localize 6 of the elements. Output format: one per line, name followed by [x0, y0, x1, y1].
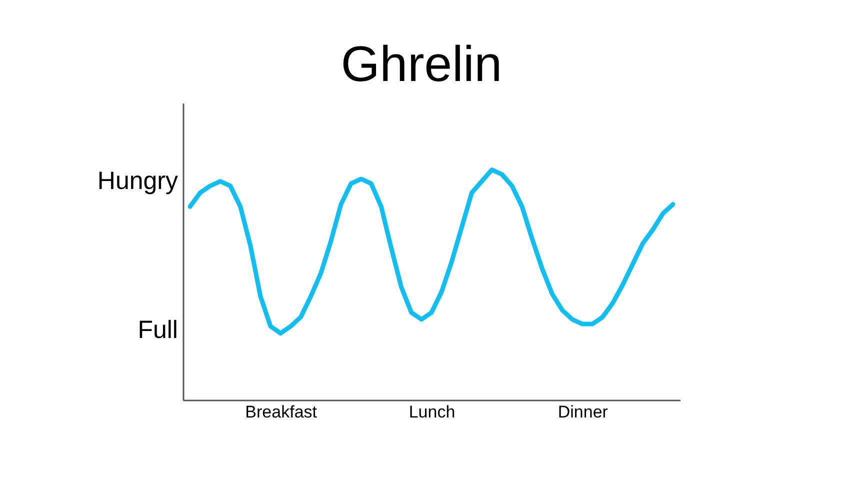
x-tick-label: Lunch — [408, 402, 456, 422]
chart-title: Ghrelin — [340, 36, 502, 92]
x-tick-label: Dinner — [558, 402, 608, 422]
text: Full — [138, 316, 178, 344]
x-tick-label: Breakfast — [245, 402, 318, 422]
text: Hungry — [97, 167, 178, 195]
